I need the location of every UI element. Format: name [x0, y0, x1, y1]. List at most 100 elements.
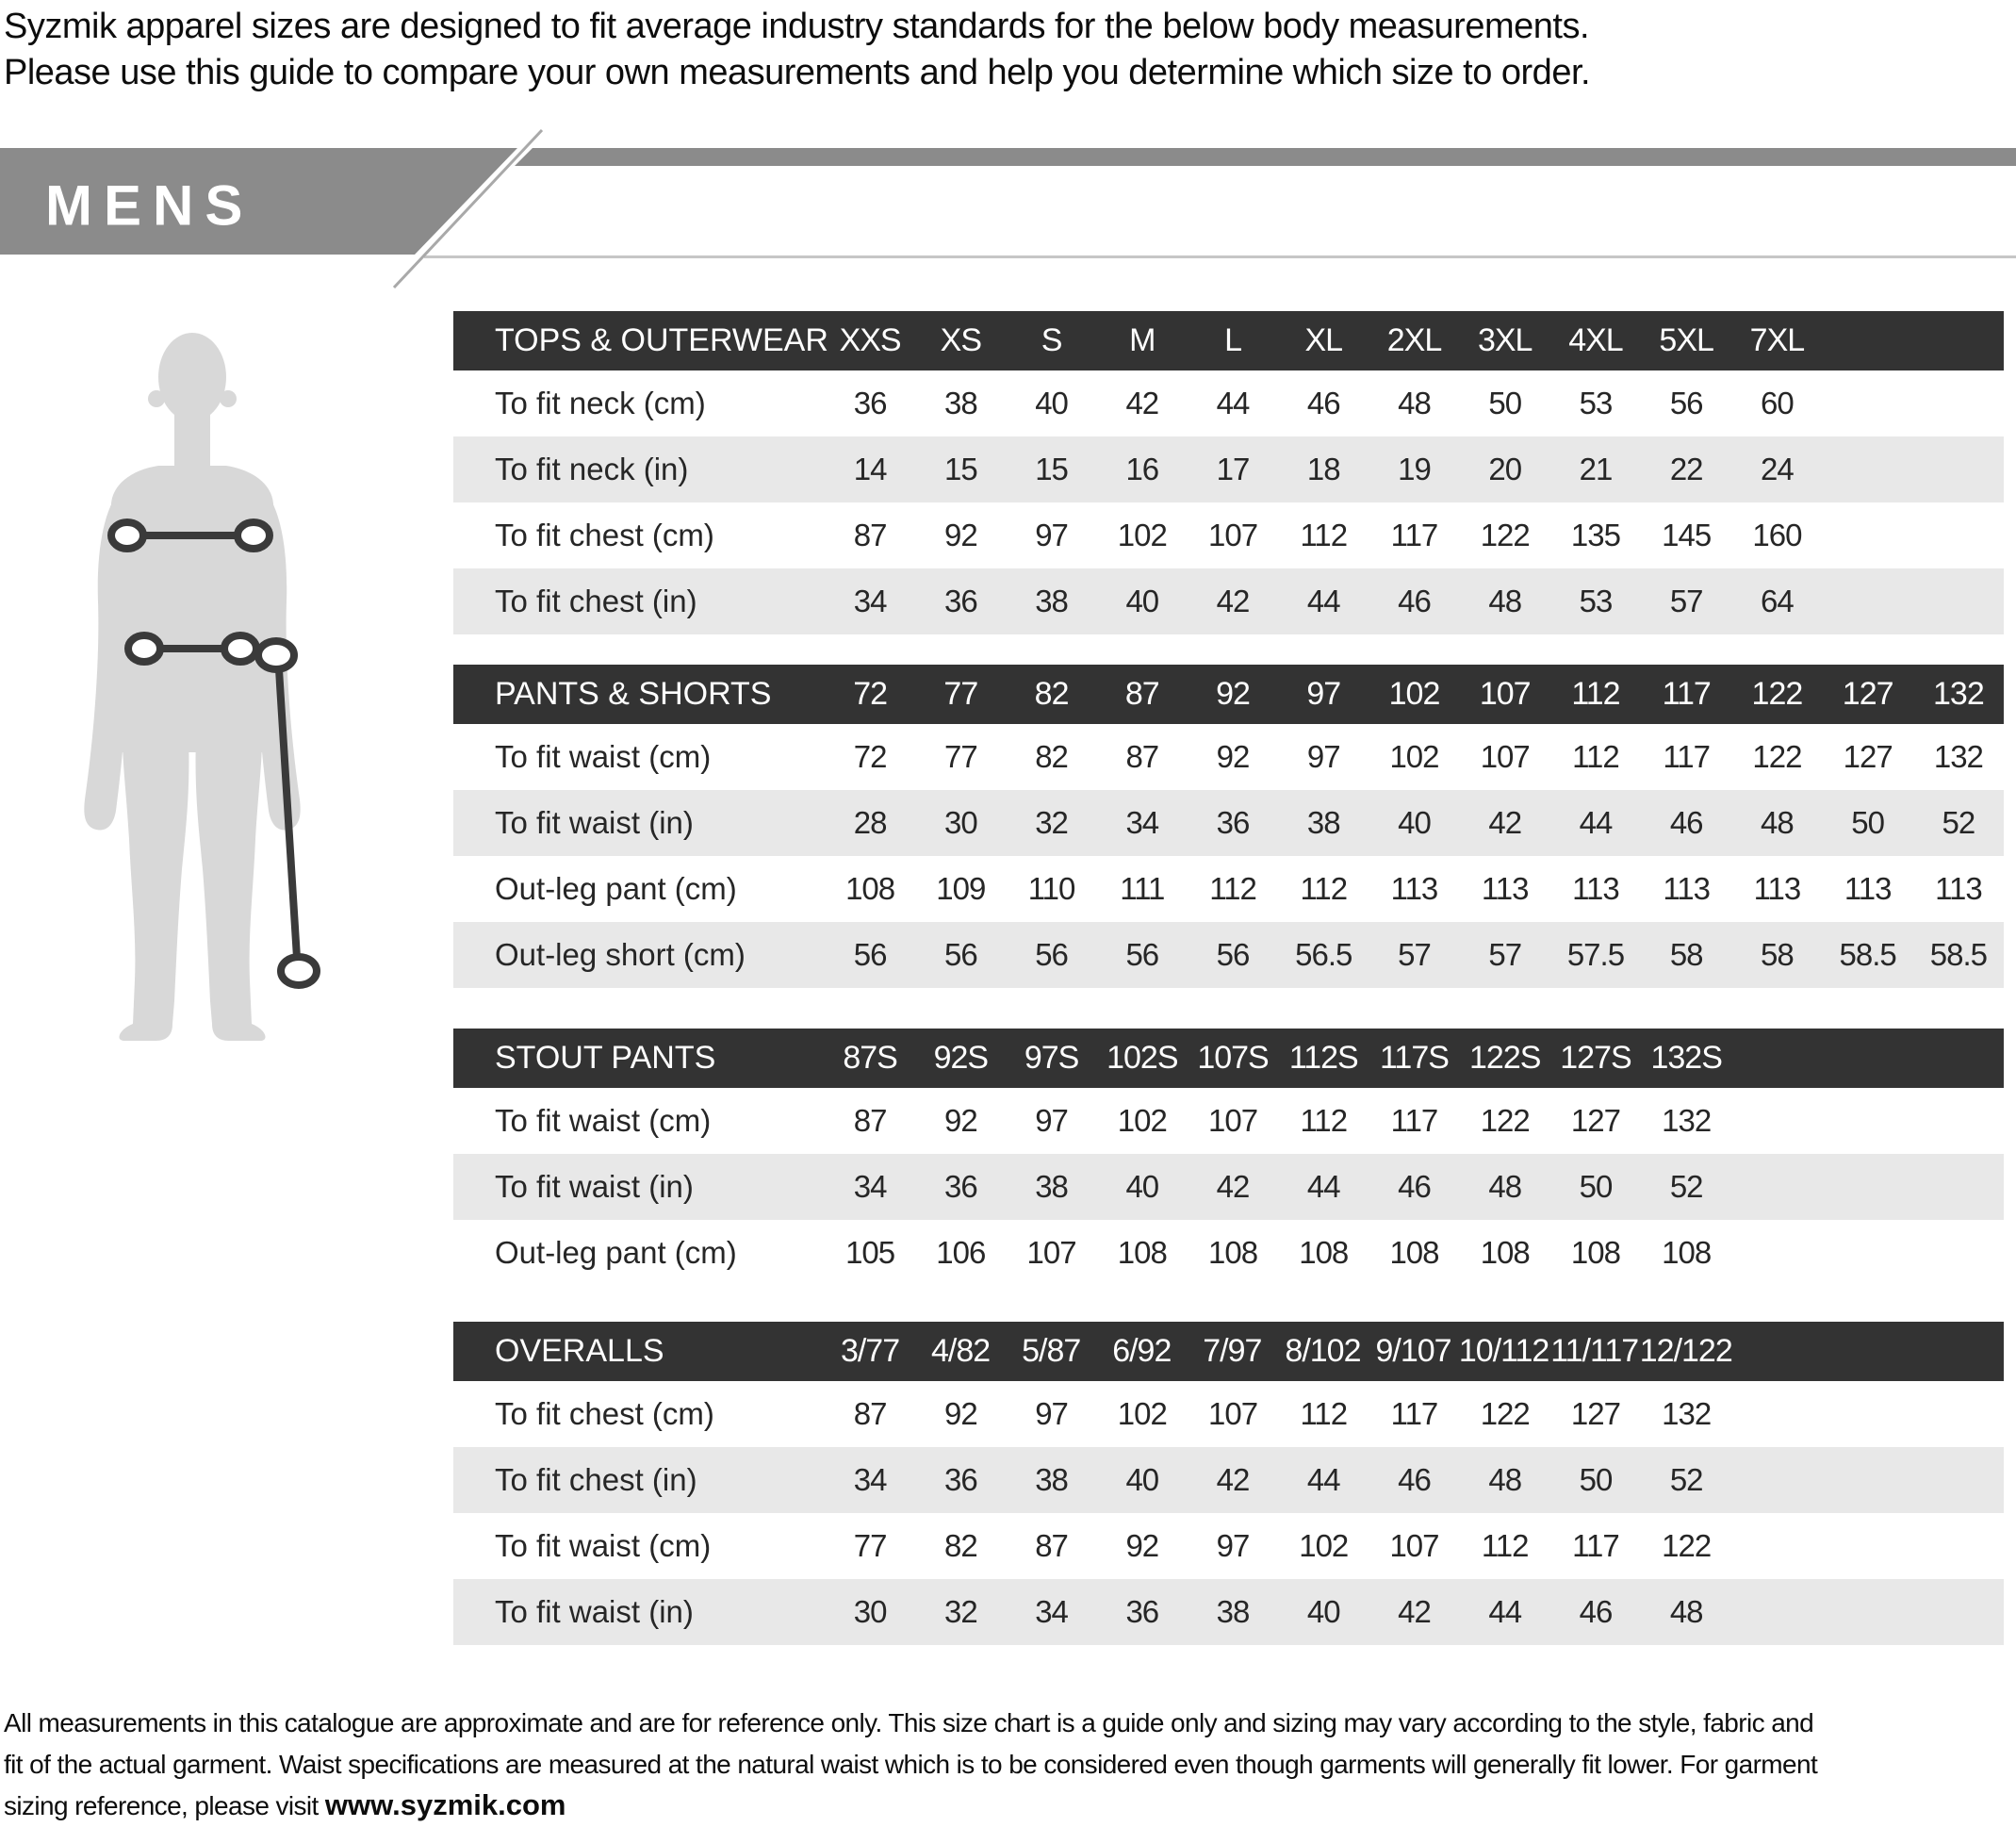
value-cell: 58.5 — [1929, 937, 1988, 972]
value-cell: 48 — [1669, 1594, 1704, 1629]
value-cell: 122 — [1480, 1396, 1531, 1431]
value-cell: 38 — [1306, 805, 1341, 840]
value-cell: 53 — [1579, 386, 1614, 420]
value-cell: 48 — [1761, 805, 1795, 840]
chest-marker-right — [234, 518, 273, 552]
value-cell: 108 — [1570, 1235, 1621, 1270]
size-column-header: 132 — [1933, 676, 1985, 712]
value-cell: 34 — [853, 1462, 888, 1497]
size-column-header: 3/77 — [840, 1333, 900, 1369]
value-cell: 127 — [1570, 1103, 1621, 1138]
banner-underline — [424, 255, 2016, 258]
value-cell: 32 — [943, 1594, 978, 1629]
value-cell: 20 — [1488, 452, 1522, 486]
value-cell: 56.5 — [1295, 937, 1352, 972]
value-cell: 46 — [1398, 1169, 1432, 1204]
size-column-header: 8/102 — [1285, 1333, 1361, 1369]
value-cell: 56 — [1125, 937, 1159, 972]
size-column-header: 127 — [1842, 676, 1894, 712]
value-cell: 160 — [1752, 518, 1802, 552]
value-cell: 36 — [943, 1462, 978, 1497]
value-cell: 48 — [1488, 584, 1522, 618]
value-cell: 34 — [853, 584, 888, 618]
size-column-header: 11/117 — [1550, 1333, 1639, 1369]
value-cell: 36 — [853, 386, 888, 420]
value-cell: 108 — [1208, 1235, 1258, 1270]
row-label: To fit waist (in) — [495, 805, 694, 840]
value-cell: 22 — [1669, 452, 1704, 486]
value-cell: 108 — [845, 871, 895, 906]
value-cell: 14 — [853, 452, 888, 486]
value-cell: 15 — [1035, 452, 1069, 486]
value-cell: 36 — [943, 584, 978, 618]
size-column-header: 117 — [1662, 676, 1712, 712]
size-column-header: 72 — [853, 676, 888, 712]
size-column-header: 2XL — [1386, 322, 1443, 358]
value-cell: 42 — [1216, 1462, 1251, 1497]
size-column-header: 77 — [943, 676, 978, 712]
value-cell: 38 — [1216, 1594, 1251, 1629]
value-cell: 87 — [1035, 1528, 1069, 1563]
value-cell: 108 — [1480, 1235, 1531, 1270]
value-cell: 113 — [1935, 871, 1983, 906]
value-cell: 113 — [1390, 871, 1439, 906]
table-row: To fit neck (cm) 36 38 40 42 44 46 48 50 53 56 60 — [453, 370, 2004, 436]
value-cell: 92 — [1216, 739, 1251, 774]
value-cell: 106 — [936, 1235, 986, 1270]
table-row: To fit waist (cm) 77 82 87 92 97 102 107 112 117 1… — [453, 1513, 2004, 1579]
value-cell: 56 — [1035, 937, 1069, 972]
value-cell: 87 — [1125, 739, 1159, 774]
value-cell: 102 — [1117, 1396, 1168, 1431]
size-column-header: 12/122 — [1639, 1333, 1733, 1369]
size-column-header: 4/82 — [931, 1333, 991, 1369]
value-cell: 108 — [1662, 1235, 1712, 1270]
value-cell: 40 — [1035, 386, 1069, 420]
table-header-row: OVERALLS 3/77 4/82 5/87 6/92 7/97 8/102 9/107 10… — [453, 1322, 2004, 1381]
value-cell: 36 — [1216, 805, 1251, 840]
size-column-header: S — [1041, 322, 1063, 358]
value-cell: 40 — [1125, 1462, 1159, 1497]
value-cell: 122 — [1752, 739, 1802, 774]
row-label: To fit neck (cm) — [495, 386, 706, 420]
size-column-header: 107S — [1197, 1040, 1269, 1076]
website-url: www.syzmik.com — [324, 1788, 566, 1821]
value-cell: 36 — [943, 1169, 978, 1204]
value-cell: 44 — [1579, 805, 1614, 840]
section-title: MENS — [45, 173, 254, 238]
intro-text: Syzmik apparel sizes are designed to fit… — [4, 4, 1591, 96]
intro-line-1: Syzmik apparel sizes are designed to fit… — [4, 7, 1590, 46]
value-cell: 112 — [1300, 1103, 1348, 1138]
value-cell: 46 — [1398, 584, 1432, 618]
value-cell: 72 — [853, 739, 888, 774]
value-cell: 19 — [1398, 452, 1432, 486]
value-cell: 113 — [1753, 871, 1802, 906]
table-row: To fit neck (in) 14 15 15 16 17 18 19 20 21 22 24 — [453, 436, 2004, 502]
value-cell: 53 — [1579, 584, 1614, 618]
row-label: To fit chest (in) — [495, 1462, 697, 1497]
value-cell: 127 — [1843, 739, 1893, 774]
size-column-header: 117S — [1380, 1040, 1450, 1076]
table-header-row: STOUT PANTS 87S 92S 97S 102S 107S 112S 117S 122S… — [453, 1029, 2004, 1088]
table-header-row: PANTS & SHORTS 72 77 82 87 92 97 102 107 112 117 12… — [453, 665, 2004, 724]
value-cell: 108 — [1117, 1235, 1168, 1270]
value-cell: 111 — [1120, 871, 1165, 906]
value-cell: 50 — [1579, 1462, 1614, 1497]
value-cell: 42 — [1488, 805, 1522, 840]
silhouette-shape — [84, 333, 301, 1041]
value-cell: 107 — [1389, 1528, 1439, 1563]
value-cell: 87 — [853, 1103, 888, 1138]
value-cell: 92 — [1125, 1528, 1159, 1563]
value-cell: 58 — [1761, 937, 1795, 972]
value-cell: 34 — [1125, 805, 1159, 840]
body-silhouette — [84, 333, 320, 1041]
footer-text: All measurements in this catalogue are a… — [4, 1703, 1818, 1827]
footer-line-1: All measurements in this catalogue are a… — [4, 1708, 1814, 1737]
size-column-header: XXS — [839, 322, 902, 358]
value-cell: 122 — [1480, 1103, 1531, 1138]
value-cell: 132 — [1662, 1396, 1712, 1431]
size-column-header: 9/107 — [1375, 1333, 1451, 1369]
table-row: To fit waist (cm) 72 77 82 87 92 97 102 107 112 11… — [453, 724, 2004, 790]
value-cell: 48 — [1488, 1462, 1522, 1497]
size-column-header: 97S — [1024, 1040, 1080, 1076]
value-cell: 40 — [1125, 1169, 1159, 1204]
